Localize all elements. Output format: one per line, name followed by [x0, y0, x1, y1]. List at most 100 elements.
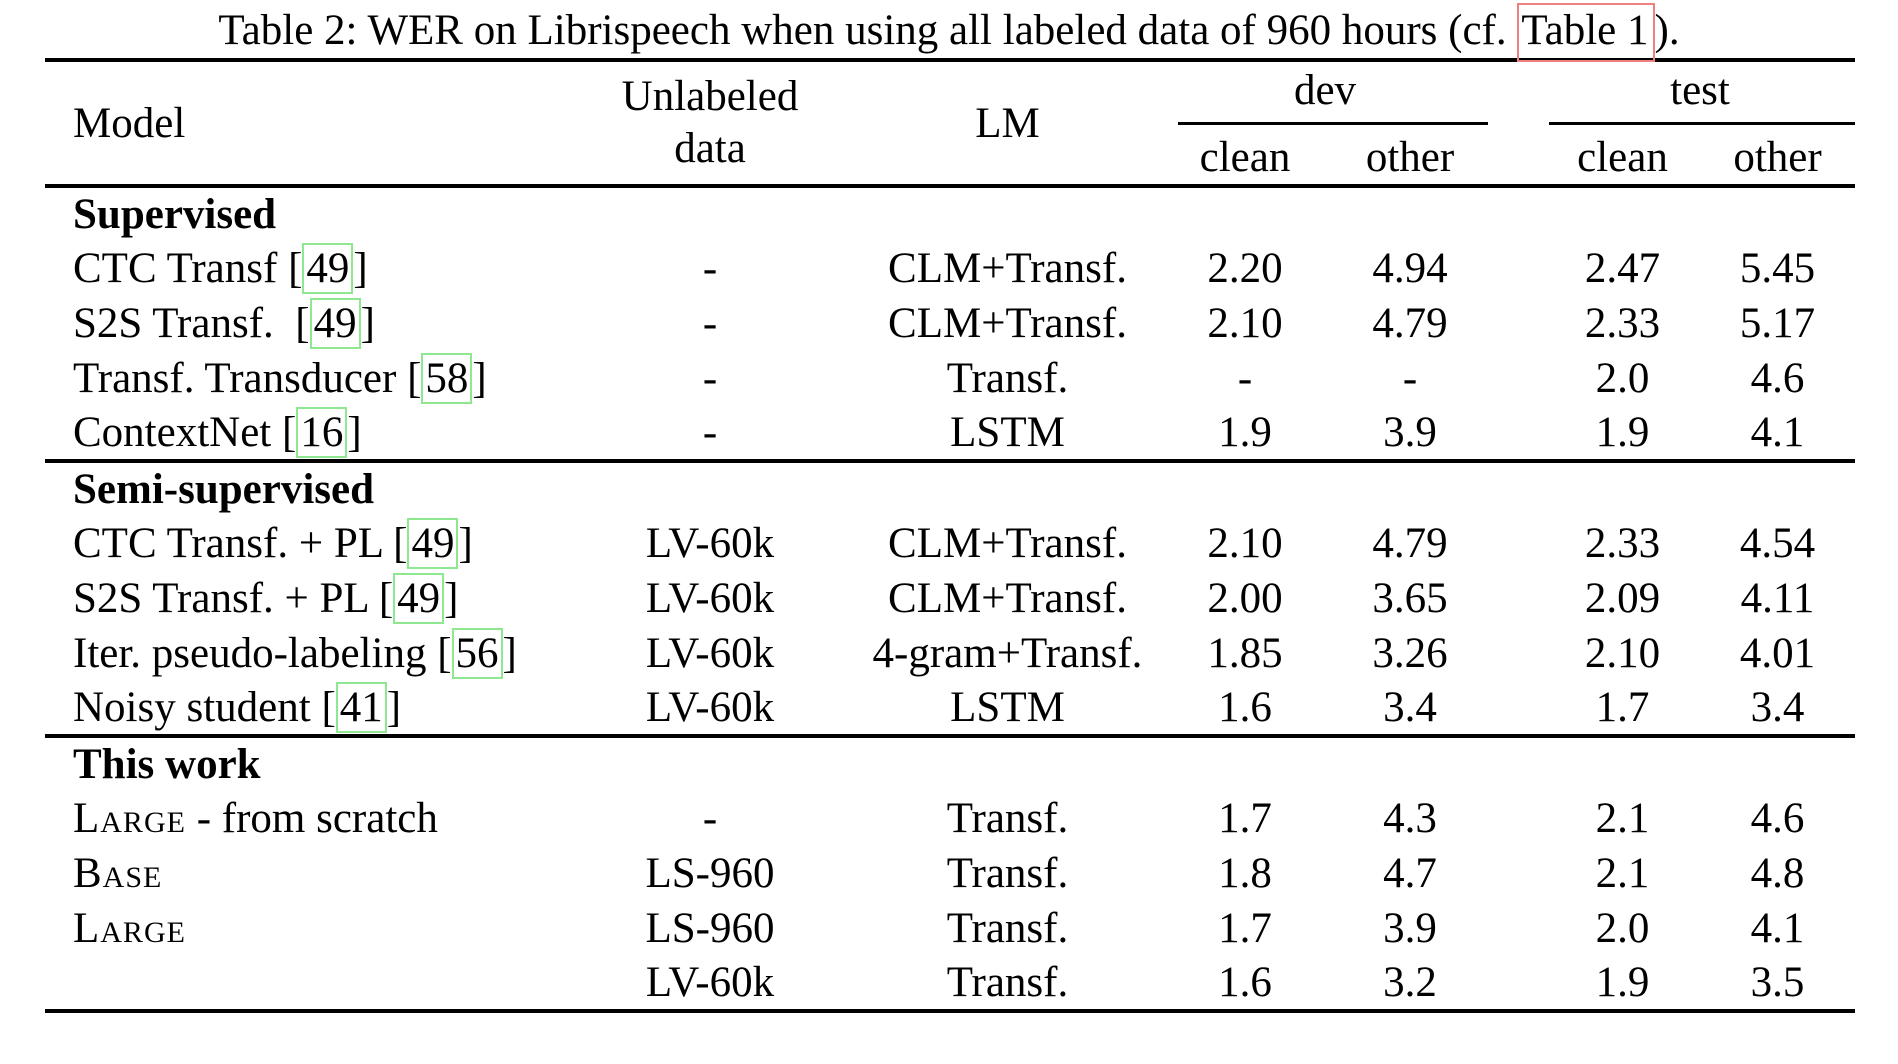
- gap-cell: [1490, 351, 1545, 406]
- table-header: Model Unlabeled data LM dev test clean o…: [45, 62, 1855, 188]
- table-1-reference-link[interactable]: Table 1: [1517, 3, 1655, 62]
- table-body: Supervised CTC Transf [49] - CLM+Transf.…: [45, 186, 1855, 1013]
- gap-cell: [1490, 626, 1545, 681]
- lm-cell: LSTM: [950, 409, 1065, 456]
- test-other-cell: 3.5: [1700, 956, 1855, 1013]
- unlabeled-data-cell: -: [702, 300, 718, 347]
- test-other-cell: 4.8: [1750, 850, 1805, 897]
- model-text: CTC Transf. + PL [: [73, 520, 408, 567]
- unlabeled-data-cell: LS-960: [645, 850, 775, 897]
- model-smallcaps: Base: [73, 850, 163, 897]
- model-smallcaps: Large: [73, 795, 186, 842]
- model-text: S2S Transf. [: [73, 300, 310, 347]
- table-row: S2S Transf. [49] - CLM+Transf. 2.10 4.79…: [45, 296, 1855, 351]
- dev-clean-cell: 1.8: [1218, 850, 1272, 897]
- test-clean-cell: 1.9: [1595, 409, 1650, 456]
- dev-clean-cell: 2.10: [1207, 520, 1283, 567]
- test-clean-cell: 1.7: [1595, 684, 1650, 731]
- unlabeled-data-cell: -: [702, 795, 718, 842]
- table-caption: Table 2: WER on Librispeech when using a…: [0, 0, 1898, 62]
- dev-other-cell: 3.26: [1372, 630, 1448, 677]
- citation-link[interactable]: 16: [296, 407, 348, 458]
- section-title: This work: [45, 734, 1855, 791]
- dev-clean-cell: 1.6: [1160, 956, 1330, 1013]
- model-text: Transf. Transducer [: [73, 355, 422, 402]
- header-dev-other: other: [1330, 130, 1490, 188]
- dev-other-cell: 4.79: [1372, 520, 1448, 567]
- unlabeled-data-cell: -: [702, 409, 718, 456]
- section-title: Supervised: [73, 191, 277, 238]
- citation-link[interactable]: 49: [309, 298, 361, 349]
- model-cell: CTC Transf [49]: [45, 241, 565, 296]
- citation-link[interactable]: 49: [302, 243, 354, 294]
- test-other-cell: 4.01: [1739, 630, 1816, 677]
- test-other-cell: 5.45: [1739, 245, 1816, 292]
- test-other-cell: 5.17: [1739, 300, 1816, 347]
- test-clean-cell: 2.33: [1584, 300, 1661, 347]
- section-title: Semi-supervised: [45, 459, 1855, 516]
- model-text-post: ]: [347, 409, 362, 456]
- lm-cell: 4-gram+Transf.: [872, 630, 1143, 677]
- dev-clean-cell: 1.6: [1218, 684, 1272, 731]
- model-text: S2S Transf. + PL [: [73, 575, 394, 622]
- caption-text-prefix: Table 2: WER on Librispeech when using a…: [218, 7, 1518, 54]
- dev-clean-cell: 2.10: [1207, 300, 1283, 347]
- lm-cell: Transf.: [946, 850, 1069, 897]
- header-test-other: other: [1700, 130, 1855, 188]
- section-header-semi-supervised: Semi-supervised: [45, 459, 1855, 516]
- model-text-post: ]: [386, 684, 402, 731]
- unlabeled-data-cell: LV-60k: [645, 684, 775, 731]
- unlabeled-data-cell: LV-60k: [645, 575, 775, 622]
- test-cmidrule: [1549, 122, 1855, 125]
- dev-clean-cell: 1.7: [1218, 905, 1272, 952]
- citation-link[interactable]: 49: [407, 518, 459, 569]
- table-row: Base LS-960 Transf. 1.8 4.7 2.1 4.8: [45, 846, 1855, 901]
- unlabeled-data-cell: LV-60k: [645, 520, 775, 567]
- test-clean-cell: 2.1: [1595, 795, 1650, 842]
- lm-cell: CLM+Transf.: [888, 245, 1127, 292]
- dev-other-cell: 4.94: [1372, 245, 1448, 292]
- citation-link[interactable]: 58: [421, 353, 473, 404]
- table-row: Large - from scratch - Transf. 1.7 4.3 2…: [45, 791, 1855, 846]
- gap-cell: [1490, 406, 1545, 461]
- citation-link[interactable]: 49: [393, 573, 445, 624]
- dev-clean-cell: 2.00: [1207, 575, 1283, 622]
- gap-cell: [1490, 901, 1545, 956]
- citation-link[interactable]: 41: [335, 682, 387, 733]
- test-clean-cell: 1.9: [1545, 956, 1700, 1013]
- model-cell: Noisy student [41]: [45, 681, 565, 736]
- test-clean-cell: 2.09: [1584, 575, 1661, 622]
- test-clean-cell: 2.0: [1595, 905, 1650, 952]
- table-row: S2S Transf. + PL [49] LV-60k CLM+Transf.…: [45, 571, 1855, 626]
- dev-clean-cell: 2.20: [1207, 245, 1283, 292]
- model-text-post: ]: [458, 520, 473, 567]
- dev-other-cell: 3.9: [1383, 409, 1437, 456]
- citation-link[interactable]: 56: [451, 628, 503, 679]
- gap-cell: [1490, 571, 1545, 626]
- wer-results-table: Model Unlabeled data LM dev test clean o…: [45, 62, 1855, 1013]
- dev-other-cell: 3.2: [1330, 956, 1490, 1013]
- header-group-gap: [1490, 62, 1545, 188]
- test-cmidrule-cell: [1545, 118, 1855, 130]
- lm-cell: Transf.: [855, 956, 1160, 1013]
- header-test-group: test: [1670, 66, 1730, 114]
- model-text: CTC Transf [: [73, 245, 303, 292]
- test-clean-cell: 2.10: [1584, 630, 1661, 677]
- model-cell: S2S Transf. [49]: [45, 296, 565, 351]
- table-row: CTC Transf [49] - CLM+Transf. 2.20 4.94 …: [45, 241, 1855, 296]
- model-cell: CTC Transf. + PL [49]: [45, 516, 565, 571]
- gap-cell: [1490, 956, 1545, 1013]
- model-text-post: ]: [444, 575, 459, 622]
- table-row: LV-60k Transf. 1.6 3.2 1.9 3.5: [45, 956, 1855, 1013]
- dev-other-cell: 4.79: [1372, 300, 1448, 347]
- lm-cell: CLM+Transf.: [888, 520, 1127, 567]
- test-other-cell: 4.1: [1750, 409, 1805, 456]
- table-row: CTC Transf. + PL [49] LV-60k CLM+Transf.…: [45, 516, 1855, 571]
- test-clean-cell: 2.0: [1595, 355, 1650, 402]
- table-row: Large LS-960 Transf. 1.7 3.9 2.0 4.1: [45, 901, 1855, 956]
- model-text-post: ]: [502, 630, 517, 677]
- header-model: Model: [45, 62, 565, 188]
- model-cell: Large: [45, 901, 565, 956]
- dev-other-cell: 3.9: [1383, 905, 1437, 952]
- header-dev-group: dev: [1293, 66, 1357, 114]
